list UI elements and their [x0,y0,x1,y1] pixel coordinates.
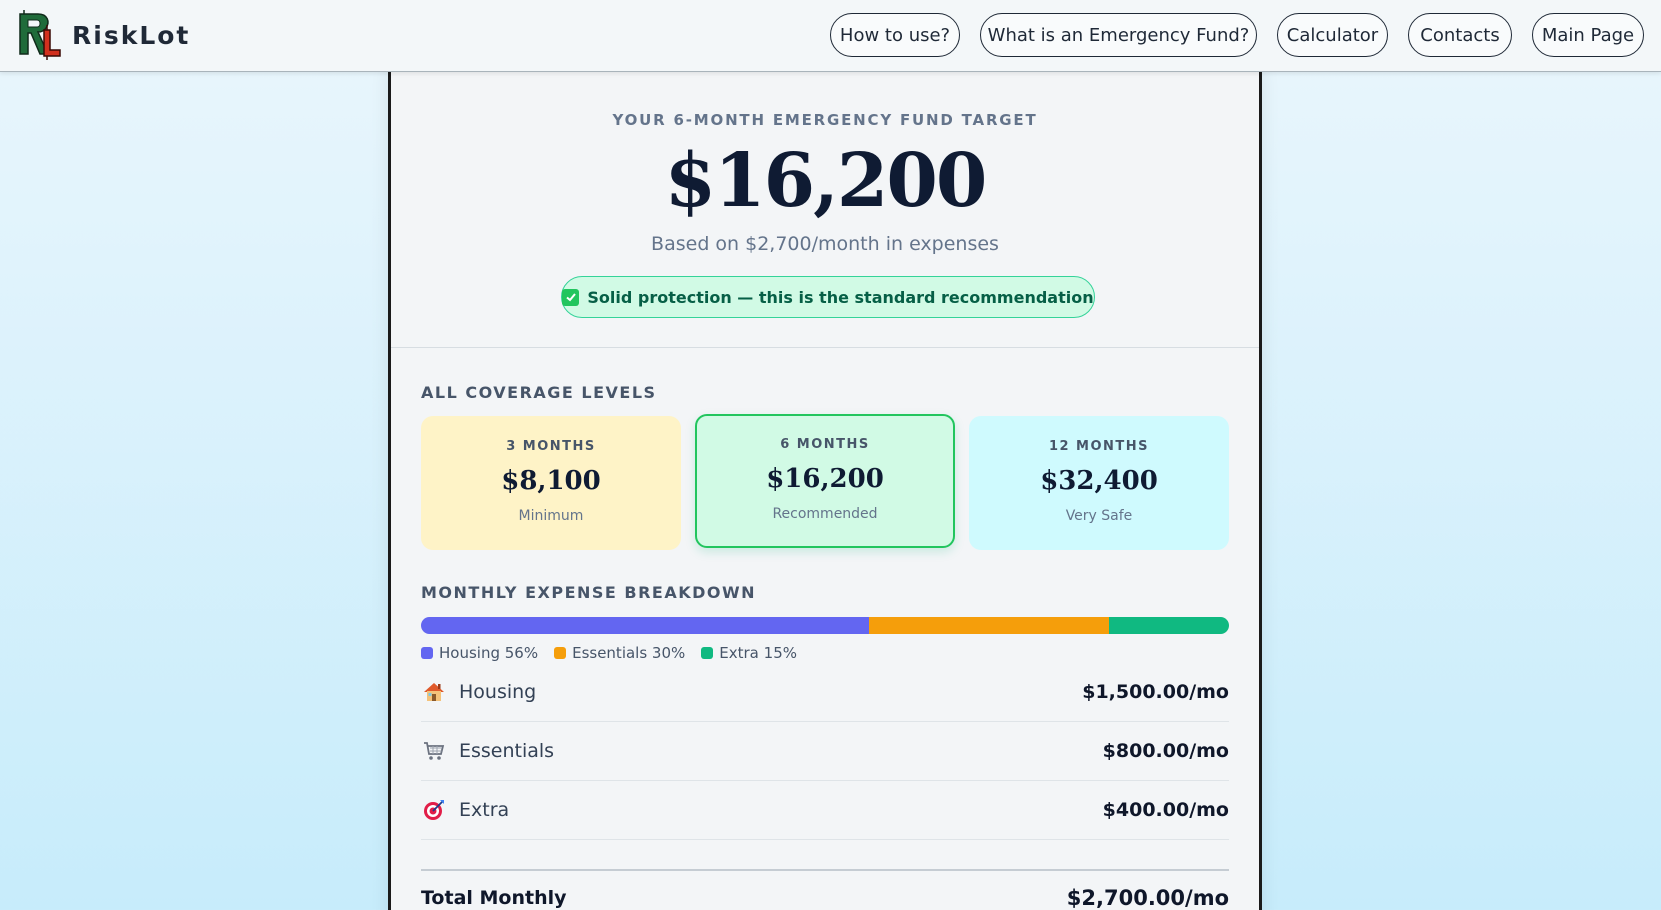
tier-note: Minimum [518,508,584,524]
target-icon [421,797,447,823]
tier-card-3-months[interactable]: 3 MONTHS $8,100 Minimum [421,416,681,550]
nav-calculator[interactable]: Calculator [1277,13,1388,57]
house-icon [421,679,447,705]
expense-name: Extra [459,799,510,821]
brand-name: RiskLot [72,20,191,50]
tier-label: 6 MONTHS [780,437,870,452]
brand-logo[interactable]: RiskLot [16,8,190,62]
section-divider [391,347,1259,348]
bar-segment-housing [421,617,869,634]
top-navbar: RiskLot How to use? What is an Emergency… [0,0,1661,72]
tier-amount: $32,400 [1040,466,1158,496]
legend-swatch [421,647,433,659]
expense-row-extra: Extra $400.00/mo [421,781,1229,840]
expense-stacked-bar [421,617,1229,634]
coverage-tiers: 3 MONTHS $8,100 Minimum 6 MONTHS $16,200… [421,414,1229,552]
legend-label: Essentials 30% [572,644,686,662]
tier-label: 12 MONTHS [1048,439,1150,454]
bar-segment-extra [1109,617,1229,634]
tier-amount: $8,100 [501,466,601,496]
coverage-levels-title: ALL COVERAGE LEVELS [421,383,657,402]
tier-note: Recommended [772,506,878,522]
legend-item-essentials: Essentials 30% [554,644,685,662]
legend-item-extra: Extra 15% [701,644,797,662]
nav-contacts[interactable]: Contacts [1408,13,1512,57]
target-amount: $16,200 [664,138,988,224]
total-divider [421,869,1229,871]
nav-how-to-use[interactable]: How to use? [830,13,960,57]
shopping-cart-icon [421,738,447,764]
tier-label: 3 MONTHS [506,439,596,454]
legend-swatch [701,647,714,659]
expense-value: $800.00/mo [1102,740,1229,762]
fund-target-section: YOUR 6-MONTH EMERGENCY FUND TARGET $16,2… [391,68,1259,348]
expense-value: $1,500.00/mo [1082,681,1229,703]
legend-label: Housing 56% [439,644,539,662]
legend-item-housing: Housing 56% [421,644,538,662]
nav-links: How to use? What is an Emergency Fund? C… [830,13,1644,57]
expense-breakdown-title: MONTHLY EXPENSE BREAKDOWN [421,583,757,602]
nav-main-page[interactable]: Main Page [1532,13,1644,57]
tier-note: Very Safe [1065,508,1133,524]
expense-name: Housing [459,681,537,703]
nav-what-is-emergency-fund[interactable]: What is an Emergency Fund? [980,13,1257,57]
legend-label: Extra 15% [719,644,797,662]
target-label: YOUR 6-MONTH EMERGENCY FUND TARGET [612,111,1038,129]
legend-swatch [554,647,567,659]
expense-value: $400.00/mo [1102,799,1229,821]
tier-card-6-months[interactable]: 6 MONTHS $16,200 Recommended [695,414,955,548]
expense-row-housing: Housing $1,500.00/mo [421,663,1229,722]
expense-legend: Housing 56% Essentials 30% Extra 15% [421,644,797,662]
tier-card-12-months[interactable]: 12 MONTHS $32,400 Very Safe [969,416,1229,550]
protection-badge: Solid protection — this is the standard … [561,276,1095,318]
tier-amount: $16,200 [766,464,884,494]
total-value: $2,700.00/mo [1066,886,1229,910]
total-label: Total Monthly [421,887,567,909]
expense-name: Essentials [459,740,555,762]
total-monthly-row: Total Monthly $2,700.00/mo [421,886,1229,910]
target-basis: Based on $2,700/month in expenses [651,233,999,255]
bar-segment-essentials [869,617,1109,634]
results-card: YOUR 6-MONTH EMERGENCY FUND TARGET $16,2… [388,68,1262,910]
risklot-logo-icon [19,10,61,60]
check-box-icon [562,288,580,306]
expense-row-essentials: Essentials $800.00/mo [421,722,1229,781]
protection-badge-text: Solid protection — this is the standard … [587,287,1094,307]
